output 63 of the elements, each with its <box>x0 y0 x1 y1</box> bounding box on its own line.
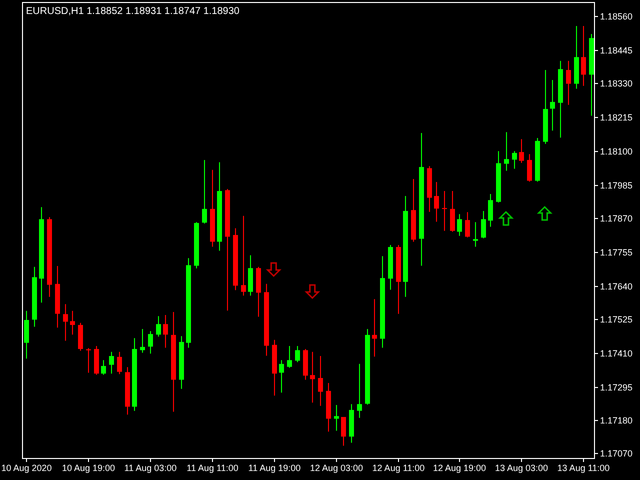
candlestick <box>481 210 486 239</box>
candlestick <box>341 416 346 446</box>
candlestick <box>241 215 246 296</box>
x-tick-label: 10 Aug 2020 <box>1 463 52 473</box>
candlestick <box>248 254 253 296</box>
candlestick <box>457 214 462 236</box>
chart-title: EURUSD,H1 1.18852 1.18931 1.18747 1.18930 <box>26 6 240 17</box>
y-tick-label: 1.17640 <box>600 282 633 292</box>
y-tick-label: 1.17180 <box>600 416 633 426</box>
candlestick <box>63 304 68 342</box>
candlestick <box>519 138 524 164</box>
candlestick <box>279 360 284 394</box>
candlestick <box>488 193 493 228</box>
y-tick-label: 1.18560 <box>600 12 633 22</box>
candlestick <box>527 154 532 182</box>
candlestick <box>24 310 29 360</box>
y-tick-label: 1.17410 <box>600 348 633 359</box>
candlestick <box>70 310 75 336</box>
candlestick <box>117 351 122 375</box>
candlestick <box>357 363 362 418</box>
candlestick <box>109 351 114 374</box>
candlestick <box>163 314 168 348</box>
candlestick <box>148 330 153 354</box>
y-tick-label: 1.17295 <box>600 382 633 393</box>
candlestick <box>566 60 571 106</box>
candlestick <box>140 328 145 354</box>
candlestick <box>295 346 300 363</box>
candlestick <box>450 190 455 232</box>
y-tick-label: 1.17755 <box>600 248 633 258</box>
x-tick-label: 13 Aug 11:00 <box>557 463 610 473</box>
x-tick-label: 12 Aug 19:00 <box>432 463 486 473</box>
x-tick-label: 11 Aug 03:00 <box>124 463 177 473</box>
candlestick <box>465 212 470 238</box>
x-tick-label: 12 Aug 03:00 <box>310 463 364 473</box>
y-tick-label: 1.17985 <box>600 180 633 191</box>
candlestick <box>287 346 292 368</box>
candlestick <box>512 150 517 170</box>
candlestick <box>156 316 161 338</box>
x-tick-label: 10 Aug 19:00 <box>62 463 116 473</box>
candlestick <box>310 351 315 404</box>
candlestick <box>473 222 478 248</box>
candlestick <box>318 356 323 406</box>
candlestick <box>550 79 555 132</box>
x-tick-label: 11 Aug 19:00 <box>248 463 301 473</box>
candlestick <box>101 360 106 376</box>
x-tick-label: 13 Aug 03:00 <box>494 463 548 473</box>
x-tick-label: 11 Aug 11:00 <box>186 463 238 473</box>
y-tick-label: 1.17070 <box>600 448 633 459</box>
candlestick <box>334 404 339 432</box>
y-tick-label: 1.18215 <box>600 112 633 123</box>
x-tick-label: 12 Aug 11:00 <box>372 463 425 473</box>
candlestick <box>581 26 586 86</box>
candlestick <box>442 190 447 232</box>
candlestick <box>372 298 377 358</box>
candlestick <box>202 159 207 224</box>
y-tick-label: 1.17525 <box>600 314 633 325</box>
y-tick-label: 1.18445 <box>600 46 633 56</box>
y-tick-label: 1.18100 <box>600 146 633 157</box>
candlestick <box>504 132 509 172</box>
candlestick <box>86 348 91 374</box>
y-tick-label: 1.18330 <box>600 78 633 89</box>
candlestick <box>434 181 439 222</box>
y-tick-label: 1.17870 <box>600 214 633 224</box>
